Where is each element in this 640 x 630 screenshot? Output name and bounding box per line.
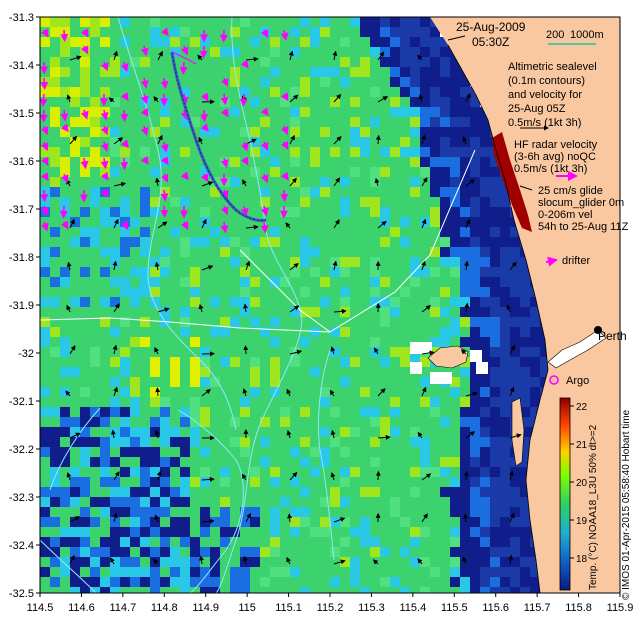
x-tick-label: 115.7 (524, 602, 551, 614)
land-mainland (430, 17, 620, 593)
glider-legend-line: 0-206m vel (538, 209, 592, 221)
glider-legend-arrow (519, 185, 533, 191)
colorbar-label: Temp. (°C) NOAA18_L3U 50% dt>=2 (588, 424, 599, 590)
argo-label: Argo (566, 375, 589, 387)
perth-marker (594, 326, 602, 334)
x-tick-label: 114.8 (151, 602, 178, 614)
x-tick-label: 115.4 (399, 602, 426, 614)
y-tick-label: -32 (18, 348, 34, 360)
argo-marker (549, 375, 559, 385)
colorbar-ticks: 22 21 20 19 18 (570, 402, 588, 565)
hf-legend-line: HF radar velocity (514, 139, 598, 151)
x-tick-label: 114.6 (68, 602, 95, 614)
alt-legend-line: 25-Aug 05Z (508, 103, 566, 115)
scale-left: 200 (546, 29, 564, 41)
y-tick-label: -31.6 (9, 156, 34, 168)
alt-legend-line: (0.1m contours) (508, 75, 585, 87)
glider-legend-line: 25 cm/s glide (538, 185, 603, 197)
y-tick-label: -32.3 (9, 492, 34, 504)
credit-text: © IMOS 01-Apr-2015 05:58:40 Hobart time (621, 409, 632, 600)
hf-legend-line: 0.5m/s (1kt 3h) (514, 163, 587, 175)
colorbar-tick-label: 19 (576, 516, 588, 527)
coast-red-strip (492, 132, 532, 232)
land-garden-island (511, 397, 525, 467)
x-tick-label: 115.8 (565, 602, 592, 614)
x-tick-label: 115.1 (275, 602, 302, 614)
land-rottnest-island (427, 345, 469, 369)
alt-legend-line: Altimetric sealevel (508, 61, 597, 73)
alt-legend-line: 0.5m/s (1kt 3h) (508, 117, 581, 129)
y-tick-label: -31.3 (9, 12, 34, 24)
glider-track (170, 51, 267, 222)
y-tick-label: -31.9 (9, 300, 34, 312)
altimetry-legend: Altimetric sealevel (0.1m contours) and ve… (508, 61, 597, 129)
sst-raster (40, 17, 550, 593)
x-tick-label: 114.7 (109, 602, 136, 614)
map-time: 05:30Z (472, 35, 509, 49)
y-tick-label: -31.4 (9, 60, 34, 72)
coastline (447, 44, 549, 593)
alt-legend-line: and velocity for (508, 89, 582, 101)
x-tick-label: 115.2 (317, 602, 344, 614)
time-arrow (447, 35, 466, 41)
x-tick-label: 114.5 (27, 602, 54, 614)
radar-track-lines (40, 149, 476, 333)
y-tick-label: -32.1 (9, 396, 34, 408)
colorbar (559, 397, 571, 591)
glider-legend-line: slocum_glider 0m (538, 197, 624, 209)
y-tick-label: -31.8 (9, 252, 34, 264)
y-axis-ticks: -31.3 -31.4 -31.5 -31.6 -31.7 -31.8 -31.9 -32 -3… (9, 12, 40, 600)
x-axis-ticks: 114.5 114.6 114.7 114.8 114.9 115 115.1 115.2 11… (27, 593, 634, 614)
glider-legend-line: 54h to 25-Aug 11Z (538, 221, 629, 233)
y-tick-label: -32.2 (9, 444, 34, 456)
drifter-label: drifter (562, 255, 590, 267)
y-tick-label: -31.5 (9, 108, 34, 120)
scale-right: 1000m (570, 29, 604, 41)
x-tick-label: 115.6 (482, 602, 509, 614)
y-tick-label: -32.5 (9, 588, 34, 600)
colorbar-tick-label: 18 (576, 554, 588, 565)
perth-label: Perth (598, 329, 627, 343)
drifter-legend-arrow (545, 256, 558, 267)
hf-radar-arrows (40, 27, 289, 234)
map-date: 25-Aug-2009 (456, 20, 526, 34)
colorbar-tick-label: 22 (576, 402, 588, 413)
x-tick-label: 115.3 (358, 602, 385, 614)
y-tick-label: -32.4 (9, 540, 34, 552)
x-tick-label: 114.9 (192, 602, 219, 614)
x-tick-label: 115.9 (607, 602, 634, 614)
hf-legend-line: (3-6h avg) noQC (514, 151, 596, 163)
y-tick-label: -31.7 (9, 204, 34, 216)
x-tick-label: 115 (238, 602, 256, 614)
swan-river (547, 329, 607, 369)
colorbar-tick-label: 21 (576, 440, 588, 451)
colorbar-tick-label: 20 (576, 478, 588, 489)
x-tick-label: 115.5 (441, 602, 468, 614)
